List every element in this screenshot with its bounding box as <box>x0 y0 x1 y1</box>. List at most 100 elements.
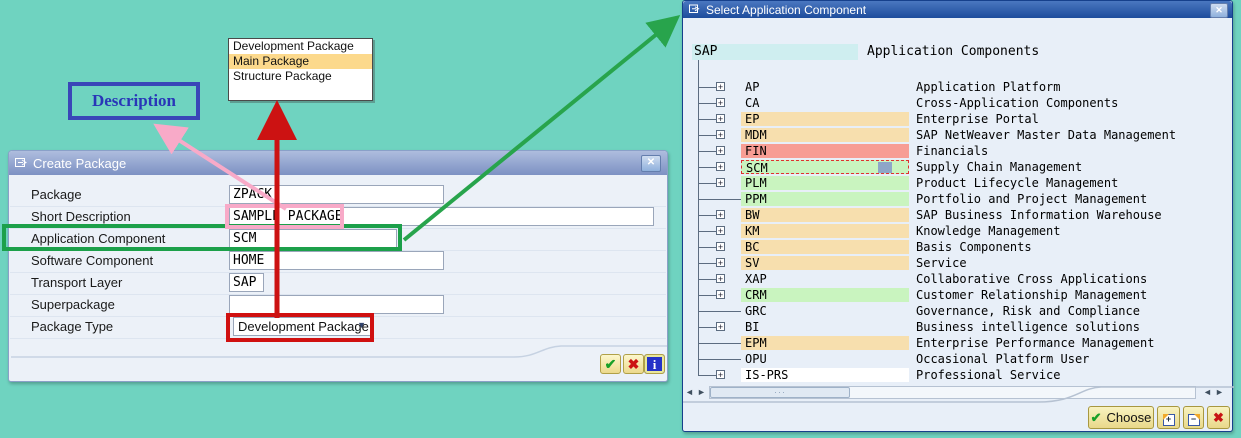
tree-root-node[interactable]: SAP <box>692 44 858 60</box>
tree-row-fin[interactable]: + FIN Financials <box>683 143 1234 159</box>
expand-node-icon[interactable]: + <box>716 209 725 220</box>
node-highlight-bar[interactable]: MDM <box>741 128 909 142</box>
tree-row-epm[interactable]: EPM Enterprise Performance Management <box>683 335 1234 351</box>
node-highlight-bar[interactable]: SCM <box>741 160 909 175</box>
expand-node-icon[interactable]: + <box>716 369 725 380</box>
transport-layer-input[interactable] <box>229 273 264 292</box>
tree-branch-line <box>698 135 716 136</box>
choose-button[interactable]: ✔ Choose <box>1088 406 1154 429</box>
node-highlight-bar[interactable]: CA <box>741 96 909 110</box>
tree-row-bi[interactable]: + BI Business intelligence solutions <box>683 319 1234 335</box>
node-code: FIN <box>745 144 767 158</box>
expand-node-icon[interactable]: + <box>716 129 725 140</box>
node-highlight-bar[interactable]: CRM <box>741 288 909 302</box>
node-highlight-bar[interactable]: GRC <box>741 304 909 318</box>
tree-row-bw[interactable]: + BW SAP Business Information Warehouse <box>683 207 1234 223</box>
node-highlight-bar[interactable]: FIN <box>741 144 909 158</box>
node-highlight-bar[interactable]: IS-PRS <box>741 368 909 382</box>
node-highlight-bar[interactable]: XAP <box>741 272 909 286</box>
info-button[interactable]: i <box>644 354 665 374</box>
node-highlight-bar[interactable]: PLM <box>741 176 909 190</box>
node-highlight-bar[interactable]: EPM <box>741 336 909 350</box>
collapse-subtree-button[interactable]: − <box>1183 406 1204 429</box>
close-icon[interactable]: ✕ <box>1210 3 1228 18</box>
tree-row-grc[interactable]: GRC Governance, Risk and Compliance <box>683 303 1234 319</box>
node-highlight-bar[interactable]: KM <box>741 224 909 238</box>
expand-node-icon[interactable]: + <box>716 241 725 252</box>
expand-node-icon[interactable]: + <box>716 97 725 108</box>
software-component-input[interactable] <box>229 251 444 270</box>
tree-row-bc[interactable]: + BC Basis Components <box>683 239 1234 255</box>
expand-node-icon[interactable]: + <box>716 81 725 92</box>
field-row-superpackage: Superpackage <box>10 294 666 317</box>
option-structure-package[interactable]: Structure Package <box>233 69 332 83</box>
tree-row-mdm[interactable]: + MDM SAP NetWeaver Master Data Management <box>683 127 1234 143</box>
node-highlight-bar[interactable]: EP <box>741 112 909 126</box>
node-highlight-bar[interactable]: SV <box>741 256 909 270</box>
tree-row-crm[interactable]: + CRM Customer Relationship Management <box>683 287 1234 303</box>
scrollbar-track[interactable]: ··· <box>709 386 1196 399</box>
tree-row-ap[interactable]: + AP Application Platform <box>683 79 1234 95</box>
tree-branch-line <box>698 215 716 216</box>
expand-node-icon[interactable]: + <box>716 321 725 332</box>
create-package-titlebar[interactable]: Create Package ✕ <box>9 151 667 175</box>
node-description: Product Lifecycle Management <box>916 176 1119 190</box>
field-label-superpackage: Superpackage <box>31 297 115 312</box>
tree-row-xap[interactable]: + XAP Collaborative Cross Applications <box>683 271 1234 287</box>
scroll-right-icon[interactable]: ► <box>697 387 706 397</box>
tree-row-opu[interactable]: OPU Occasional Platform User <box>683 351 1234 367</box>
node-code: MDM <box>745 128 767 142</box>
node-highlight-bar[interactable]: BW <box>741 208 909 222</box>
node-highlight-bar[interactable]: AP <box>741 80 909 94</box>
package-type-dropdown[interactable]: Development Package ▼ <box>233 317 371 336</box>
tree-branch-line <box>698 279 716 280</box>
expand-node-icon[interactable]: + <box>716 225 725 236</box>
node-highlight-bar[interactable]: PPM <box>741 192 909 206</box>
tree-row-sv[interactable]: + SV Service <box>683 255 1234 271</box>
close-icon[interactable]: ✕ <box>641 155 661 172</box>
tree-row-plm[interactable]: + PLM Product Lifecycle Management <box>683 175 1234 191</box>
confirm-button[interactable]: ✔ <box>600 354 621 374</box>
tree-row-is-prs[interactable]: + IS-PRS Professional Service <box>683 367 1234 383</box>
cancel-button[interactable]: ✖ <box>1207 406 1230 429</box>
node-description: Financials <box>916 144 989 158</box>
expand-node-icon[interactable]: + <box>716 273 725 284</box>
node-description: Enterprise Portal <box>916 112 1039 126</box>
node-highlight-bar[interactable]: BI <box>741 320 909 334</box>
expand-node-icon[interactable]: + <box>716 257 725 268</box>
tree-row-ep[interactable]: + EP Enterprise Portal <box>683 111 1234 127</box>
superpackage-input[interactable] <box>229 295 444 314</box>
field-label-package-type: Package Type <box>31 319 114 334</box>
description-annotation-label: Description <box>91 91 177 110</box>
expand-node-icon[interactable]: + <box>716 145 725 156</box>
short-description-input[interactable] <box>229 207 654 226</box>
tree-row-ppm[interactable]: PPM Portfolio and Project Management <box>683 191 1234 207</box>
field-label-software-component: Software Component <box>31 253 154 268</box>
expand-node-icon[interactable]: + <box>716 161 725 172</box>
option-development-package[interactable]: Development Package <box>233 39 354 53</box>
scroll-left-icon[interactable]: ◄ <box>1203 387 1212 397</box>
tree-header-label: Application Components <box>867 44 1040 59</box>
node-highlight-bar[interactable]: OPU <box>741 352 909 366</box>
cancel-x-icon: ✖ <box>1213 409 1224 425</box>
cancel-button[interactable]: ✖ <box>623 354 644 374</box>
expand-subtree-button[interactable]: + <box>1157 406 1180 429</box>
expand-node-icon[interactable]: + <box>716 113 725 124</box>
scroll-right-icon[interactable]: ► <box>1215 387 1224 397</box>
node-description: Basis Components <box>916 240 1032 254</box>
option-main-package[interactable]: Main Package <box>229 54 372 69</box>
expand-node-icon[interactable]: + <box>716 289 725 300</box>
select-component-title: Select Application Component <box>706 2 867 17</box>
tree-row-km[interactable]: + KM Knowledge Management <box>683 223 1234 239</box>
tree-row-scm[interactable]: + SCM Supply Chain Management <box>683 159 1234 175</box>
node-description: Governance, Risk and Compliance <box>916 304 1140 318</box>
node-highlight-bar[interactable]: BC <box>741 240 909 254</box>
select-component-titlebar[interactable]: Select Application Component ✕ <box>683 1 1232 18</box>
scrollbar-thumb[interactable]: ··· <box>710 387 850 398</box>
node-code: PPM <box>745 192 767 206</box>
tree-row-ca[interactable]: + CA Cross-Application Components <box>683 95 1234 111</box>
expand-node-icon[interactable]: + <box>716 177 725 188</box>
scroll-left-icon[interactable]: ◄ <box>685 387 694 397</box>
application-component-input[interactable] <box>229 229 397 248</box>
package-input[interactable] <box>229 185 444 204</box>
